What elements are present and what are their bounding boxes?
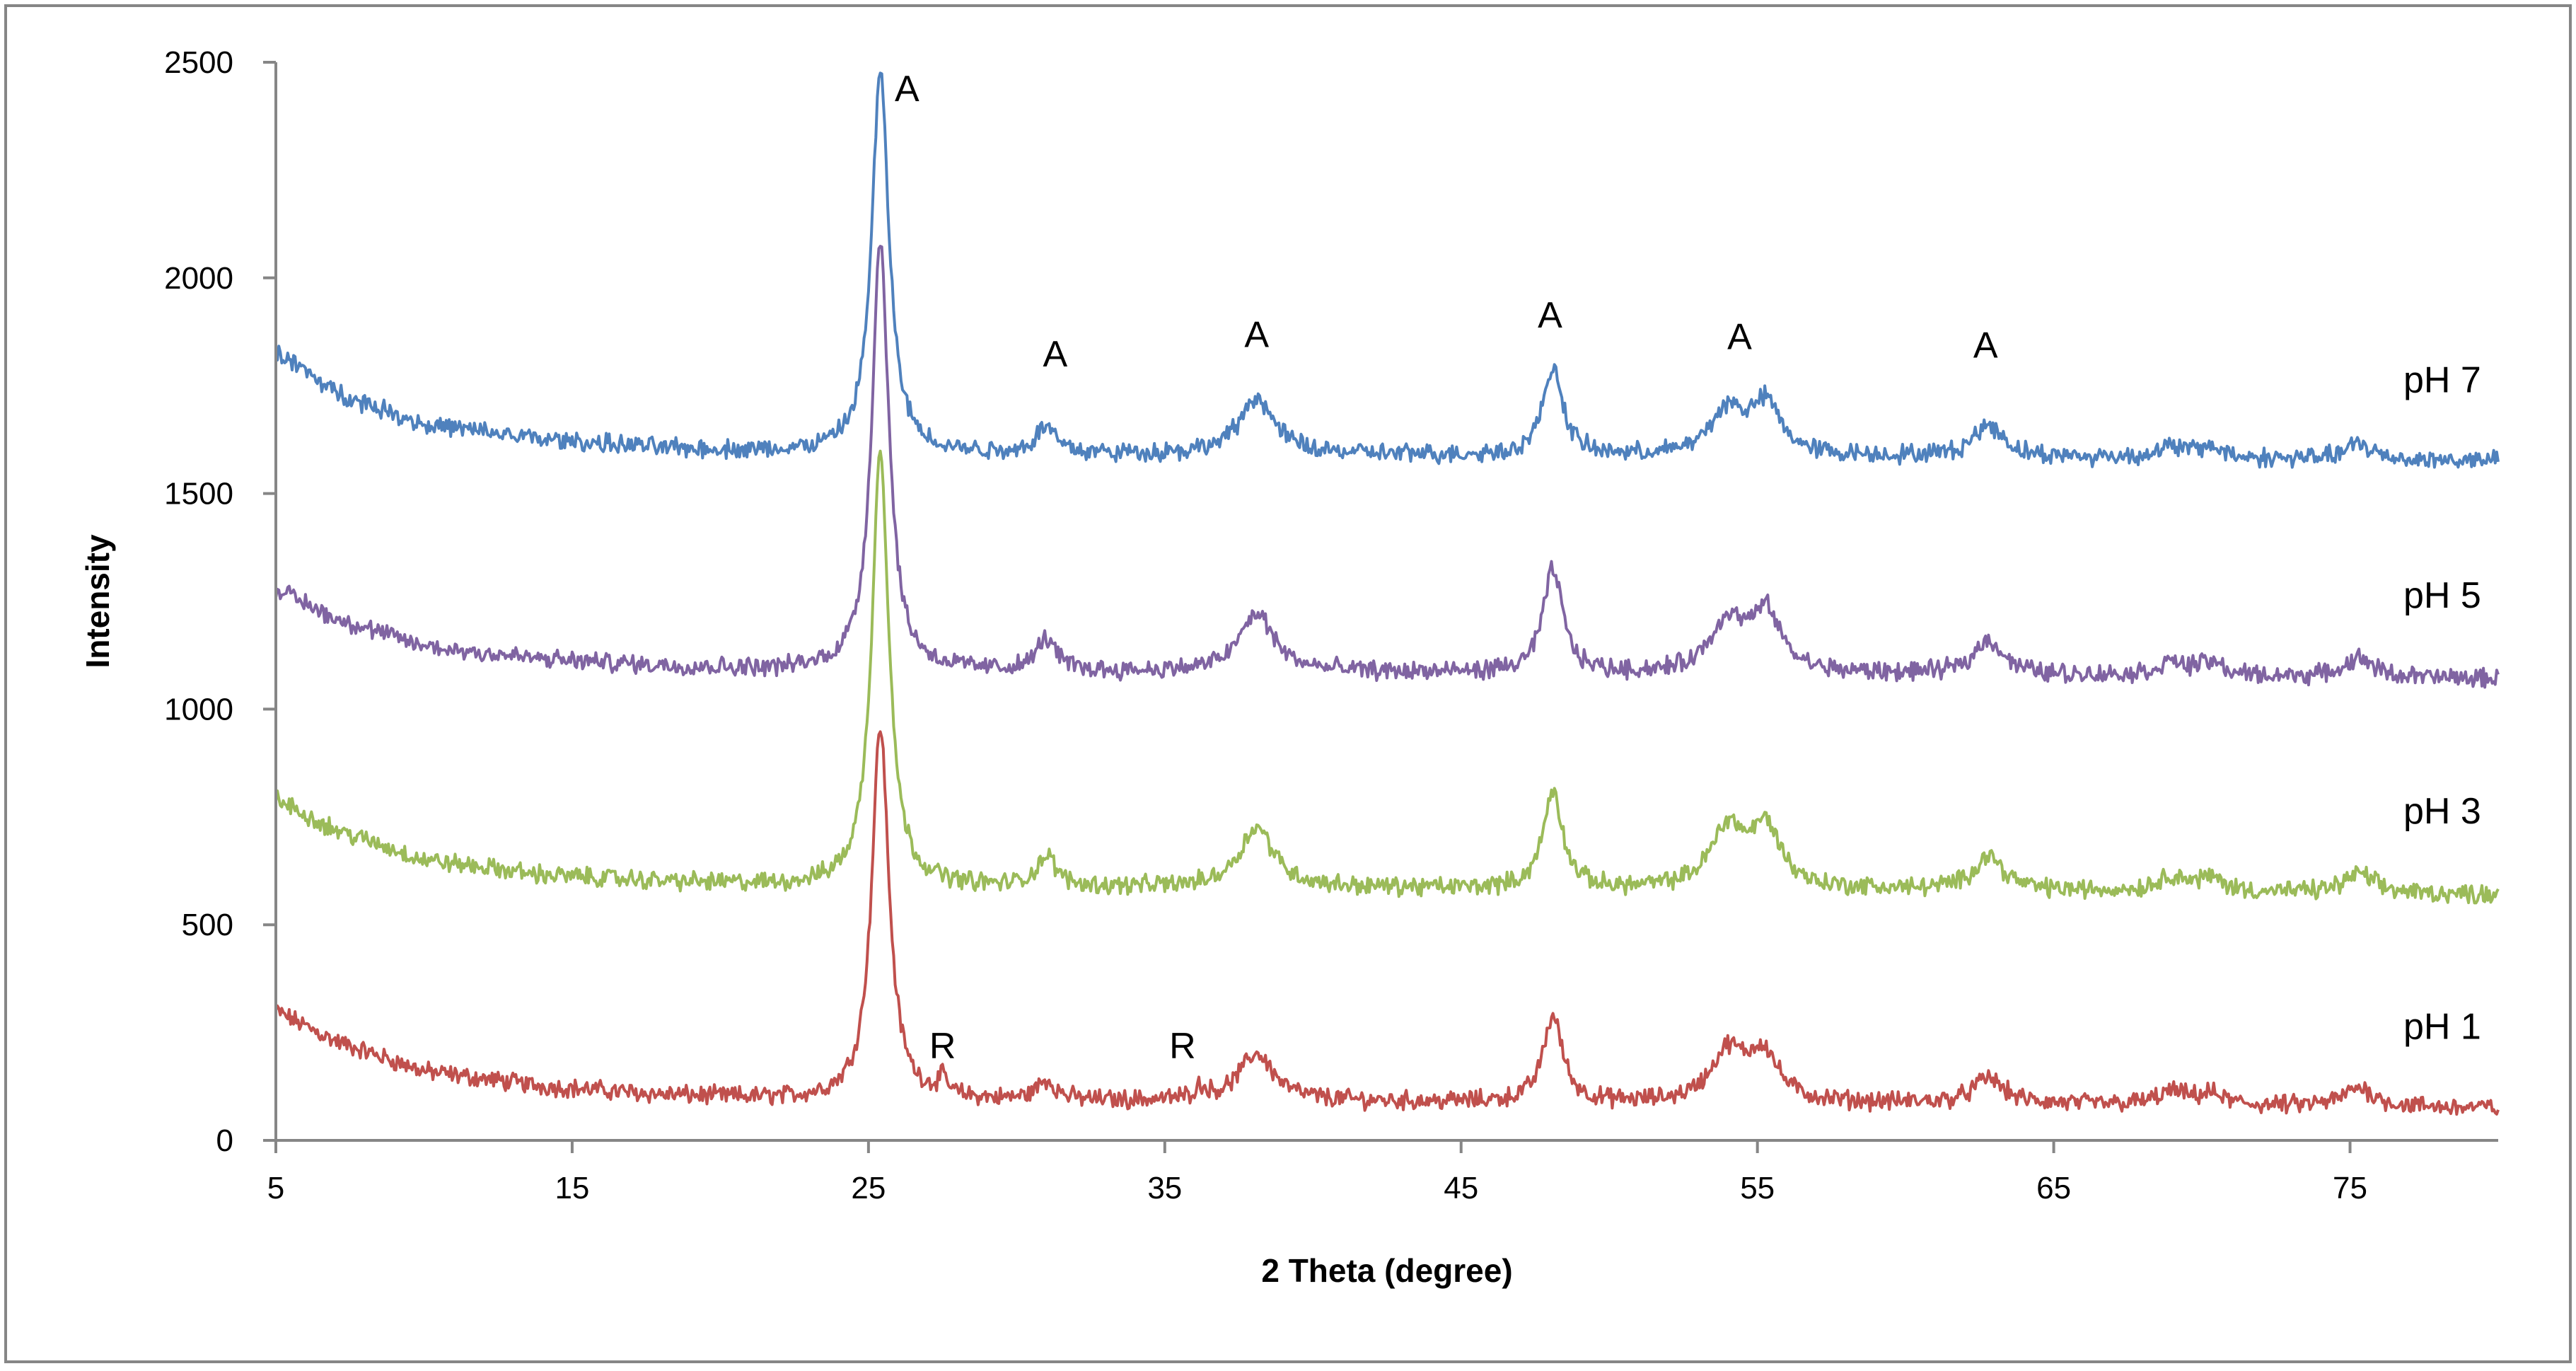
y-tick-label: 0 [216,1123,233,1158]
series-line-ph-1 [274,730,2500,1116]
peak-annotation: A [1538,295,1562,336]
peak-annotation: A [1727,316,1752,357]
plot-area [274,71,2500,1116]
axes [274,62,2498,1142]
peak-annotation: A [1043,334,1067,375]
series-label: pH 7 [2403,359,2481,400]
series-labels: pH 1 pH 3 pH 5 pH 7 [2403,359,2481,1047]
peak-annotation: A [895,69,919,110]
x-tick-label: 45 [1444,1171,1478,1205]
series-label: pH 5 [2403,575,2481,616]
axis-ticks: 0 500 1000 1500 2000 2500 5 15 25 35 45 55 65 75 [164,45,2367,1205]
series-label: pH 1 [2403,1007,2481,1048]
peak-annotation: A [1244,314,1269,355]
y-tick-label: 2500 [164,45,233,80]
x-tick-label: 5 [267,1171,284,1205]
peak-annotation: A [1973,325,1998,366]
y-tick-label: 1000 [164,692,233,727]
peak-annotations: A A A A A A R R [895,69,1998,1067]
x-tick-label: 65 [2036,1171,2071,1205]
peak-annotation: R [929,1026,956,1067]
x-tick-label: 55 [1740,1171,1775,1205]
x-tick-label: 25 [851,1171,886,1205]
y-tick-label: 500 [182,908,233,942]
y-tick-label: 1500 [164,477,233,511]
y-axis-title: Intensity [79,534,116,669]
y-tick-label: 2000 [164,261,233,296]
peak-annotation: R [1169,1026,1196,1067]
series-line-ph-3 [274,449,2500,905]
series-line-ph-5 [274,245,2500,689]
x-tick-label: 75 [2333,1171,2367,1205]
chart-border [4,4,2572,1363]
series-label: pH 3 [2403,791,2481,832]
x-tick-label: 35 [1147,1171,1182,1205]
x-axis-title: 2 Theta (degree) [1261,1252,1512,1289]
series-line-ph-7 [274,71,2500,469]
x-tick-label: 15 [555,1171,589,1205]
